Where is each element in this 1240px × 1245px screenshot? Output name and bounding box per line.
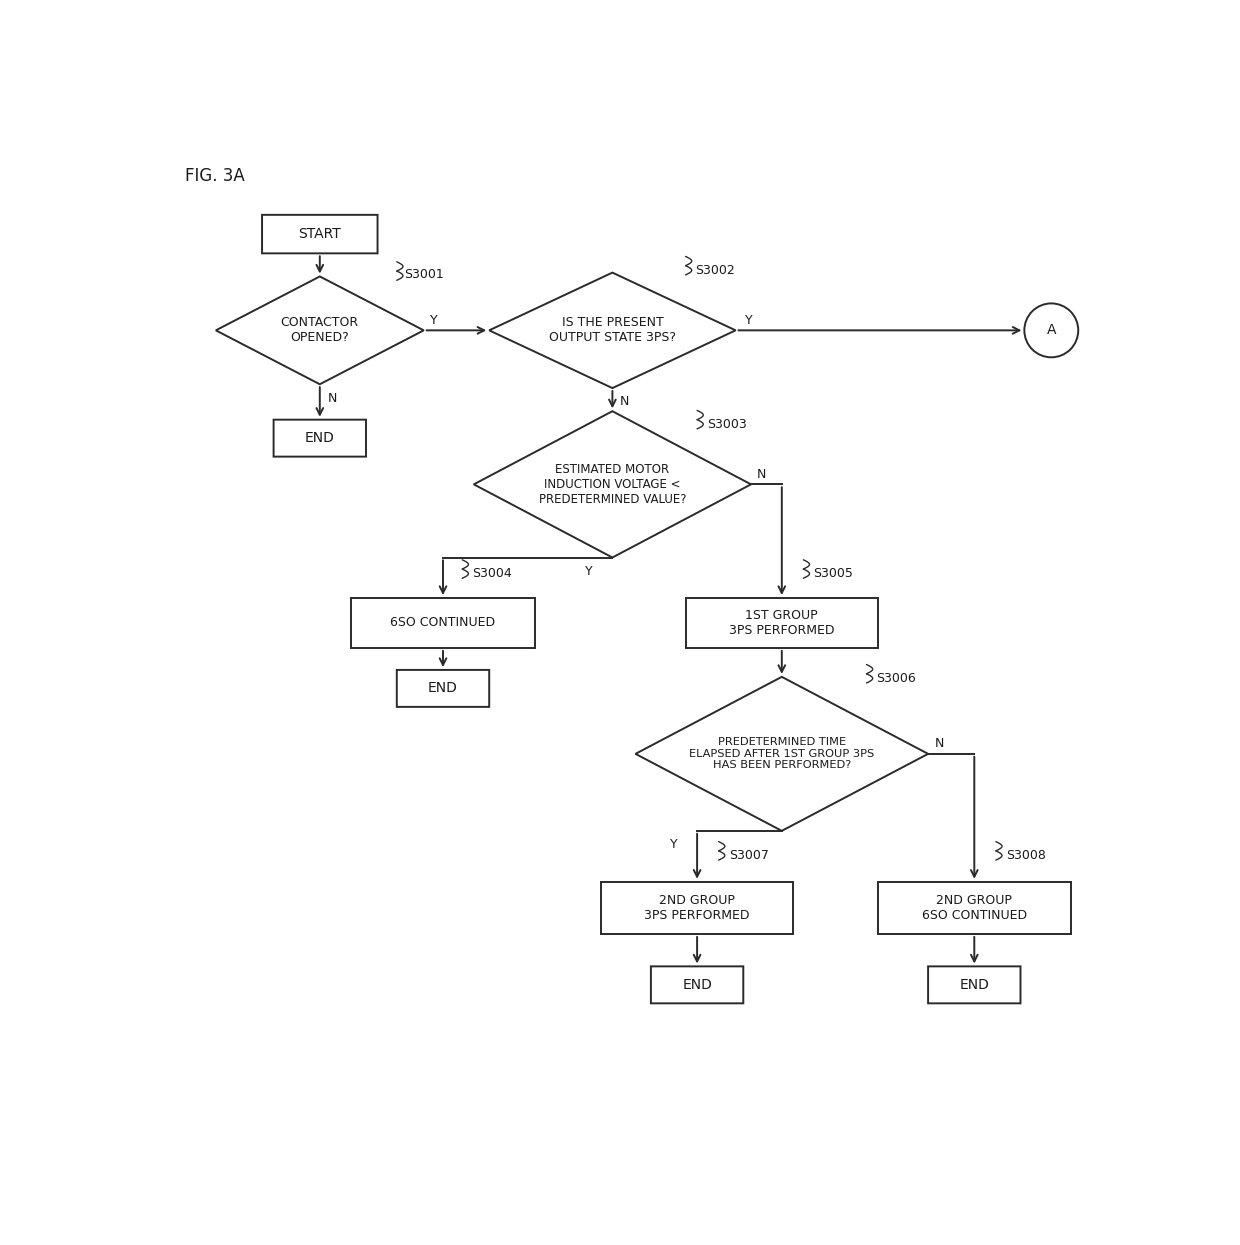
Text: S3007: S3007 [729,849,769,862]
Text: S3003: S3003 [707,418,746,431]
Text: N: N [620,396,630,408]
Text: END: END [682,977,712,992]
Bar [686,598,878,647]
Text: CONTACTOR
OPENED?: CONTACTOR OPENED? [280,316,358,345]
Polygon shape [216,276,424,385]
Text: Y: Y [430,314,438,327]
Text: S3008: S3008 [1006,849,1045,862]
Text: START: START [299,227,341,242]
Text: IS THE PRESENT
OUTPUT STATE 3PS?: IS THE PRESENT OUTPUT STATE 3PS? [549,316,676,345]
FancyBboxPatch shape [274,420,366,457]
Text: S3004: S3004 [472,568,512,580]
Text: END: END [305,431,335,446]
Circle shape [1024,304,1079,357]
FancyBboxPatch shape [397,670,490,707]
Text: N: N [327,392,337,405]
FancyBboxPatch shape [928,966,1021,1003]
Text: 2ND GROUP
6SO CONTINUED: 2ND GROUP 6SO CONTINUED [921,894,1027,921]
Polygon shape [474,411,751,558]
Polygon shape [635,677,928,830]
Text: S3005: S3005 [813,568,853,580]
Text: Y: Y [585,565,593,578]
Polygon shape [490,273,735,388]
Text: S3002: S3002 [696,264,735,276]
Bar [351,598,536,647]
Text: N: N [758,468,766,481]
Text: 2ND GROUP
3PS PERFORMED: 2ND GROUP 3PS PERFORMED [645,894,750,921]
Text: S3006: S3006 [877,672,916,685]
Text: ESTIMATED MOTOR
INDUCTION VOLTAGE <
PREDETERMINED VALUE?: ESTIMATED MOTOR INDUCTION VOLTAGE < PRED… [538,463,686,505]
Text: 6SO CONTINUED: 6SO CONTINUED [391,616,496,630]
Text: N: N [934,737,944,751]
Bar [601,881,794,934]
Text: END: END [428,681,458,696]
Text: PREDETERMINED TIME
ELAPSED AFTER 1ST GROUP 3PS
HAS BEEN PERFORMED?: PREDETERMINED TIME ELAPSED AFTER 1ST GRO… [689,737,874,771]
Text: Y: Y [670,838,678,852]
Bar [878,881,1070,934]
Text: END: END [960,977,990,992]
Text: A: A [1047,324,1056,337]
Text: S3001: S3001 [404,269,444,281]
Text: FIG. 3A: FIG. 3A [185,167,244,186]
Text: 1ST GROUP
3PS PERFORMED: 1ST GROUP 3PS PERFORMED [729,609,835,637]
Text: Y: Y [745,314,753,327]
FancyBboxPatch shape [262,215,377,253]
FancyBboxPatch shape [651,966,743,1003]
